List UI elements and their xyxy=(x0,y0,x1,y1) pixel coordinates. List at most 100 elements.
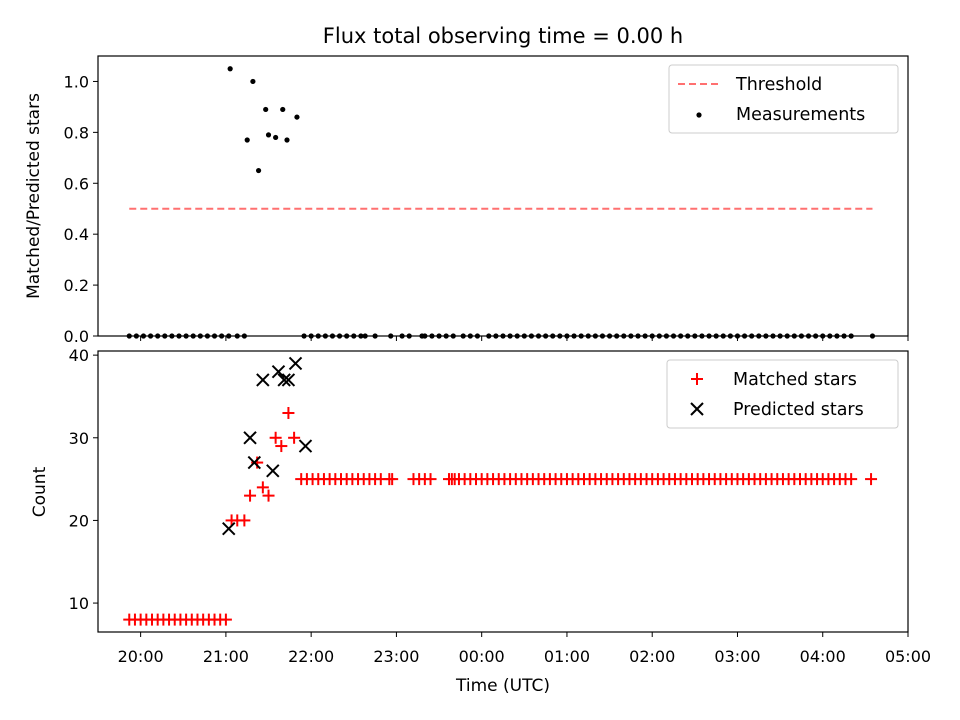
measurement-point xyxy=(280,106,286,113)
matched-star-point xyxy=(219,613,232,626)
ratio-x-axis xyxy=(140,336,909,341)
matched-legend-marker xyxy=(691,373,703,385)
matched-star-point xyxy=(288,431,301,444)
measurement-point xyxy=(692,333,698,339)
matched-star-point xyxy=(256,481,269,494)
measurement-point xyxy=(265,132,272,138)
matched-star-point xyxy=(275,440,288,453)
count-data-layer xyxy=(123,356,878,626)
measurement-point xyxy=(599,333,606,339)
ratio-y-axis: 0.0 0.2 0.4 0.6 0.8 1.0 xyxy=(64,72,98,346)
ratio-y-tick-label: 0.4 xyxy=(64,225,89,244)
measurement-point xyxy=(284,137,290,143)
count-legend: Matched stars Predicted stars xyxy=(666,359,899,429)
measurement-point xyxy=(699,333,705,339)
count-y-axis-label: Count xyxy=(30,466,50,517)
measurement-point xyxy=(460,333,466,339)
predicted-star-point xyxy=(256,373,270,387)
measurement-point xyxy=(244,137,250,143)
measurement-point xyxy=(805,333,812,339)
predicted-star-point xyxy=(271,364,286,379)
measurement-point xyxy=(663,333,670,339)
measurement-point xyxy=(273,134,279,141)
measurement-point xyxy=(621,333,627,339)
measurement-point xyxy=(770,333,776,339)
ratio-y-tick-label: 0.8 xyxy=(64,123,89,142)
measurement-point xyxy=(720,333,726,339)
measurement-point xyxy=(827,333,833,339)
matched-star-point xyxy=(262,489,275,502)
count-y-tick-label: 10 xyxy=(69,594,89,613)
x-tick-label: 04:00 xyxy=(800,647,846,666)
measurement-point xyxy=(241,333,247,339)
measurement-point xyxy=(443,333,449,339)
measurement-point xyxy=(429,333,435,339)
measurement-point xyxy=(798,333,805,339)
measurement-point xyxy=(528,333,535,339)
measurement-point xyxy=(155,333,161,339)
measurement-point xyxy=(250,78,256,85)
measurement-point xyxy=(204,333,211,339)
measurement-point xyxy=(685,333,691,339)
x-tick-label: 22:00 xyxy=(288,647,334,666)
measurement-point xyxy=(263,106,269,113)
count-plot-frame xyxy=(97,350,909,633)
measurement-point xyxy=(869,333,876,339)
measurement-point xyxy=(294,114,300,120)
matched-star-point xyxy=(244,489,257,502)
measurement-point xyxy=(351,333,357,339)
measurement-point xyxy=(706,333,712,339)
x-tick-label: 00:00 xyxy=(459,647,505,666)
measurement-point xyxy=(133,333,139,339)
measurement-point xyxy=(226,333,232,339)
measurement-point xyxy=(521,333,527,339)
count-legend-box xyxy=(666,359,899,429)
predicted-star-point xyxy=(266,464,280,478)
measurement-point xyxy=(169,333,175,339)
x-tick-label: 02:00 xyxy=(629,647,675,666)
x-tick-label: 21:00 xyxy=(203,647,249,666)
matched-legend-label: Matched stars xyxy=(733,370,857,390)
measurement-point xyxy=(749,333,755,339)
measurement-point xyxy=(713,333,719,339)
x-axis-label: Time (UTC) xyxy=(455,676,550,696)
measurement-point xyxy=(227,66,233,72)
measurement-point xyxy=(834,333,840,339)
count-y-tick-label: 40 xyxy=(69,346,89,365)
measurement-point xyxy=(535,333,542,339)
ratio-y-tick-label: 0.6 xyxy=(64,174,89,193)
predicted-star-point xyxy=(277,373,291,387)
predicted-star-point xyxy=(281,373,296,387)
measurement-point xyxy=(493,333,499,339)
matched-star-point xyxy=(865,473,878,486)
measurement-point xyxy=(336,333,343,339)
ratio-data-layer xyxy=(126,66,876,339)
measurement-point xyxy=(176,333,182,339)
measurement-point xyxy=(635,333,641,339)
measurement-point xyxy=(642,333,648,339)
measurement-point xyxy=(234,333,240,339)
matched-star-point xyxy=(424,473,437,486)
ratio-y-tick-label: 0.2 xyxy=(64,276,89,295)
measurement-point xyxy=(741,333,748,339)
measurement-point xyxy=(571,333,577,339)
measurement-point xyxy=(406,333,412,339)
predicted-star-point xyxy=(247,455,262,470)
measurement-point xyxy=(784,333,790,339)
measurement-point xyxy=(486,333,492,339)
measurement-point xyxy=(585,333,591,339)
measurement-point xyxy=(183,333,189,339)
count-x-axis: 20:00 21:00 22:00 23:00 00:00 01:00 02:00 03:00… xyxy=(118,632,931,666)
matched-star-point xyxy=(386,473,399,486)
predicted-legend-label: Predicted stars xyxy=(733,400,864,420)
ratio-y-tick-label: 0.0 xyxy=(64,327,89,346)
predicted-star-point xyxy=(288,356,303,371)
predicted-star-point xyxy=(243,431,257,445)
measurement-point xyxy=(126,333,132,339)
ratio-y-tick-label: 1.0 xyxy=(64,72,89,91)
count-y-axis: 10 20 30 40 xyxy=(69,346,98,613)
measurement-point xyxy=(372,333,378,339)
measurement-point xyxy=(388,333,394,339)
measurement-point xyxy=(436,333,442,339)
measurement-point xyxy=(500,333,506,339)
